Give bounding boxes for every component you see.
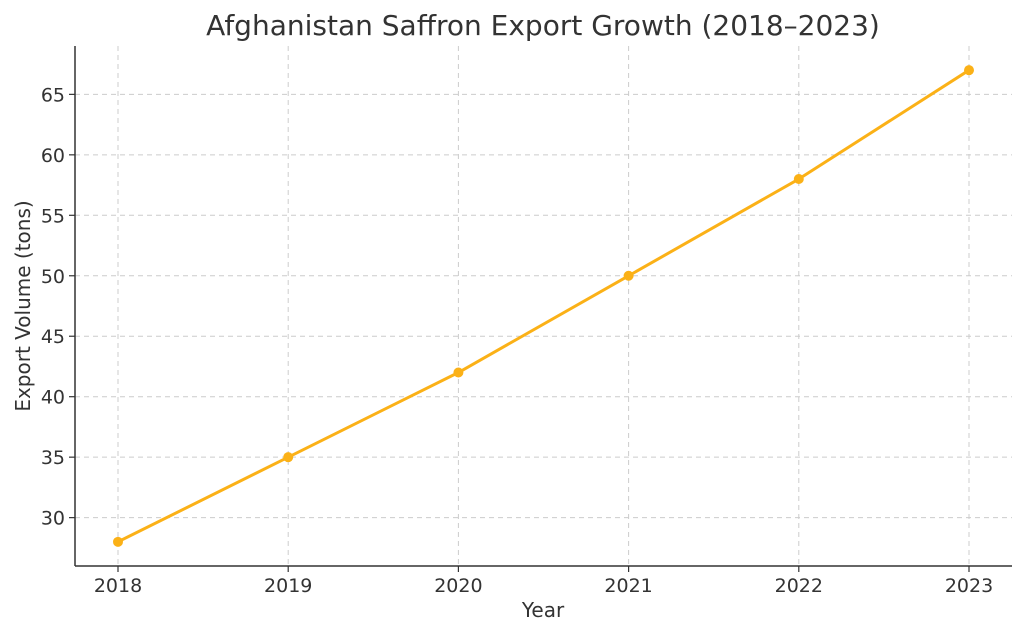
x-tick-label: 2020 [434, 575, 482, 597]
y-tick-label: 45 [41, 326, 65, 348]
y-tick-label: 40 [41, 387, 65, 409]
axes-layer [74, 46, 1012, 567]
data-point [793, 174, 804, 185]
ticks-layer: 2018 2019 2020 2021 2022 2023 30 35 40 45 50 55 60 65 [41, 84, 993, 597]
x-axis-label: Year [521, 598, 565, 622]
y-tick-label: 30 [41, 508, 65, 530]
y-tick-label: 65 [41, 84, 65, 106]
data-point [453, 367, 464, 378]
x-tick-label: 2018 [94, 575, 142, 597]
data-point [623, 270, 634, 281]
data-point [283, 452, 294, 463]
y-tick-label: 60 [41, 145, 65, 167]
x-tick-label: 2022 [775, 575, 823, 597]
series-layer [113, 65, 974, 547]
y-tick-label: 35 [41, 447, 65, 469]
y-axis-label: Export Volume (tons) [11, 200, 35, 411]
data-point [113, 536, 123, 547]
data-point [964, 65, 974, 76]
grid-layer [75, 46, 1012, 566]
y-tick-label: 55 [41, 205, 65, 227]
y-tick-label: 50 [41, 266, 65, 288]
x-tick-label: 2019 [264, 575, 312, 597]
chart-title: Afghanistan Saffron Export Growth (2018–… [206, 9, 880, 42]
x-tick-label: 2021 [604, 575, 652, 597]
series-line [116, 68, 971, 544]
x-tick-label: 2023 [945, 575, 993, 597]
